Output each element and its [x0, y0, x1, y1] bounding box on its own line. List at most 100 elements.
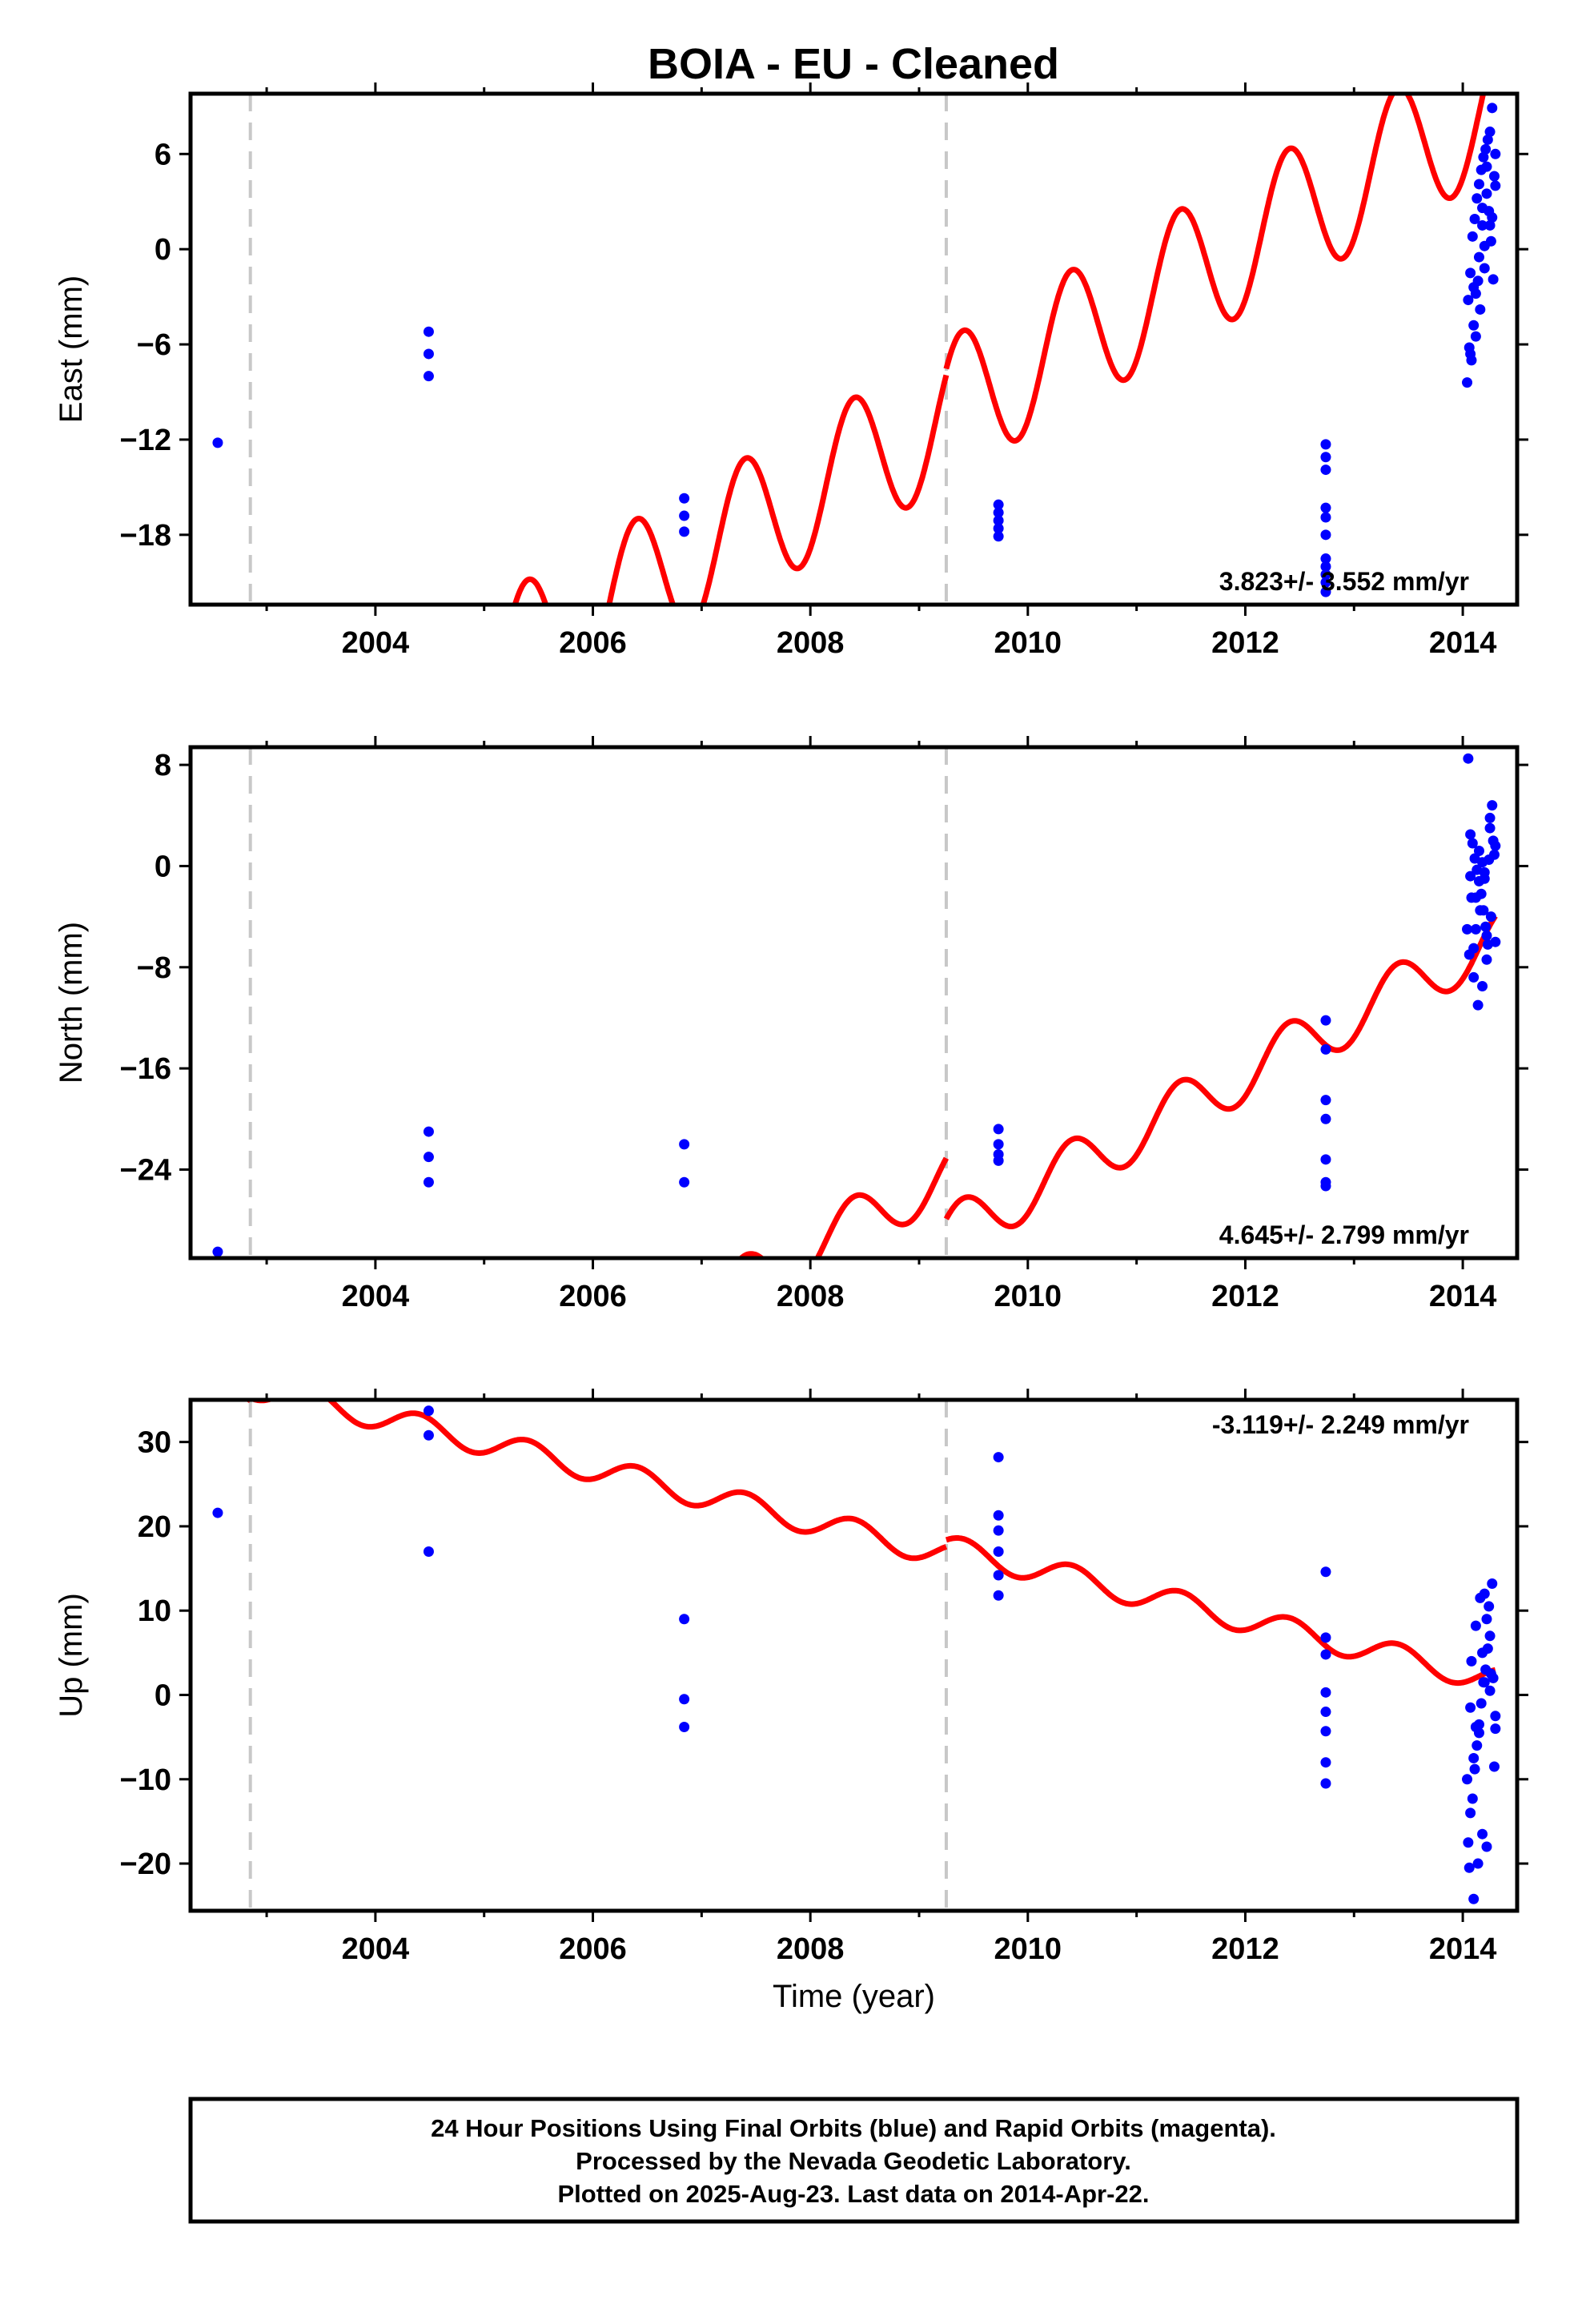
y-tick-label: 0	[155, 233, 171, 267]
data-point	[1472, 1740, 1483, 1751]
data-point	[1320, 1726, 1331, 1737]
data-point	[1468, 971, 1480, 983]
y-tick-label: −10	[120, 1763, 171, 1797]
y-tick-label: 10	[138, 1594, 171, 1628]
data-point	[1487, 800, 1498, 811]
data-point	[679, 1176, 690, 1188]
model-curve	[212, 778, 251, 880]
data-point	[1477, 980, 1488, 991]
data-point	[423, 1405, 434, 1417]
plot-frame	[188, 91, 1520, 607]
data-point	[1469, 214, 1480, 225]
data-point	[1479, 240, 1490, 251]
x-tick-label: 2006	[559, 1280, 627, 1313]
data-point	[993, 531, 1004, 542]
data-point	[1320, 512, 1331, 523]
data-point	[1488, 171, 1500, 182]
data-point	[1479, 1677, 1490, 1688]
footer-line-1: 24 Hour Positions Using Final Orbits (bl…	[431, 2114, 1276, 2142]
data-point	[1490, 840, 1501, 851]
data-point	[1320, 569, 1331, 580]
x-tick-label: 2014	[1429, 1932, 1497, 1966]
data-point	[1466, 1655, 1477, 1667]
data-point	[993, 499, 1004, 510]
data-point	[993, 1525, 1004, 1536]
x-tick-label: 2010	[994, 626, 1062, 660]
data-point	[1484, 127, 1496, 138]
velocity-label: -3.119+/- 2.249 mm/yr	[1212, 1410, 1469, 1439]
data-point	[423, 348, 434, 360]
data-point	[423, 326, 434, 337]
y-axis-label: Up (mm)	[54, 1593, 89, 1718]
data-point	[1487, 1578, 1498, 1590]
data-point	[1465, 829, 1476, 840]
data-point	[679, 1614, 690, 1625]
data-point	[1320, 1095, 1331, 1106]
data-point	[1462, 1774, 1473, 1785]
x-tick-label: 2012	[1211, 1932, 1279, 1966]
data-point	[679, 526, 690, 537]
data-point	[993, 1546, 1004, 1558]
data-point	[1477, 1828, 1488, 1839]
data-point	[1484, 812, 1496, 823]
y-tick-label: −20	[120, 1848, 171, 1881]
footer-line-2: Processed by the Nevada Geodetic Laborat…	[576, 2147, 1131, 2175]
data-point	[1470, 1620, 1481, 1631]
data-point	[993, 1124, 1004, 1135]
footer-box: 24 Hour Positions Using Final Orbits (bl…	[188, 2097, 1520, 2224]
x-tick-label: 2008	[777, 1280, 845, 1313]
data-point	[1320, 502, 1331, 513]
data-point	[1484, 1630, 1496, 1642]
data-point	[679, 493, 690, 504]
data-point	[1490, 936, 1501, 947]
data-point	[1320, 529, 1331, 541]
panel-up: 2004 2006 2008 2010 2012 20143020100−10−20Up …	[54, 1389, 1528, 2014]
data-point	[1480, 921, 1492, 932]
data-point	[1490, 180, 1501, 191]
data-point	[1481, 1841, 1492, 1852]
chart-title: BOIA - EU - Cleaned	[648, 40, 1059, 88]
data-point	[1477, 1647, 1488, 1659]
data-point	[679, 510, 690, 521]
data-point	[212, 1246, 223, 1257]
data-point	[1320, 577, 1331, 588]
model-curve	[943, 94, 1487, 444]
data-point	[1470, 288, 1481, 300]
data-point	[993, 523, 1004, 534]
data-point	[1480, 143, 1492, 155]
data-point	[1320, 586, 1331, 597]
data-point	[1490, 1723, 1501, 1735]
data-point	[1484, 1601, 1495, 1612]
data-point	[1468, 1752, 1480, 1763]
data-point	[212, 437, 223, 448]
data-point	[1477, 203, 1488, 214]
model-curve	[945, 1535, 1496, 1687]
data-point	[1320, 1043, 1331, 1055]
data-point	[423, 1176, 434, 1188]
data-point	[1320, 1778, 1331, 1789]
data-point	[1468, 943, 1480, 954]
x-tick-label: 2014	[1429, 626, 1497, 660]
x-tick-label: 2004	[342, 626, 410, 660]
y-tick-label: 30	[138, 1426, 171, 1460]
data-point	[1478, 151, 1489, 163]
data-point	[212, 1507, 223, 1518]
y-tick-label: −18	[120, 519, 171, 553]
model-curve	[249, 1400, 948, 1562]
model-curve	[243, 1400, 251, 1403]
data-point	[993, 515, 1004, 526]
data-point	[1472, 193, 1483, 204]
data-point	[1320, 1180, 1331, 1192]
data-point	[1465, 1702, 1476, 1713]
x-tick-label: 2006	[559, 1932, 627, 1966]
data-point	[1481, 1614, 1492, 1625]
data-point	[1488, 1761, 1500, 1772]
data-point	[1472, 999, 1484, 1011]
x-tick-label: 2014	[1429, 1280, 1497, 1313]
data-point	[1320, 439, 1331, 450]
x-tick-label: 2008	[777, 1932, 845, 1966]
data-point	[1320, 1566, 1331, 1578]
model-curve	[943, 915, 1498, 1229]
data-point	[423, 1429, 434, 1441]
